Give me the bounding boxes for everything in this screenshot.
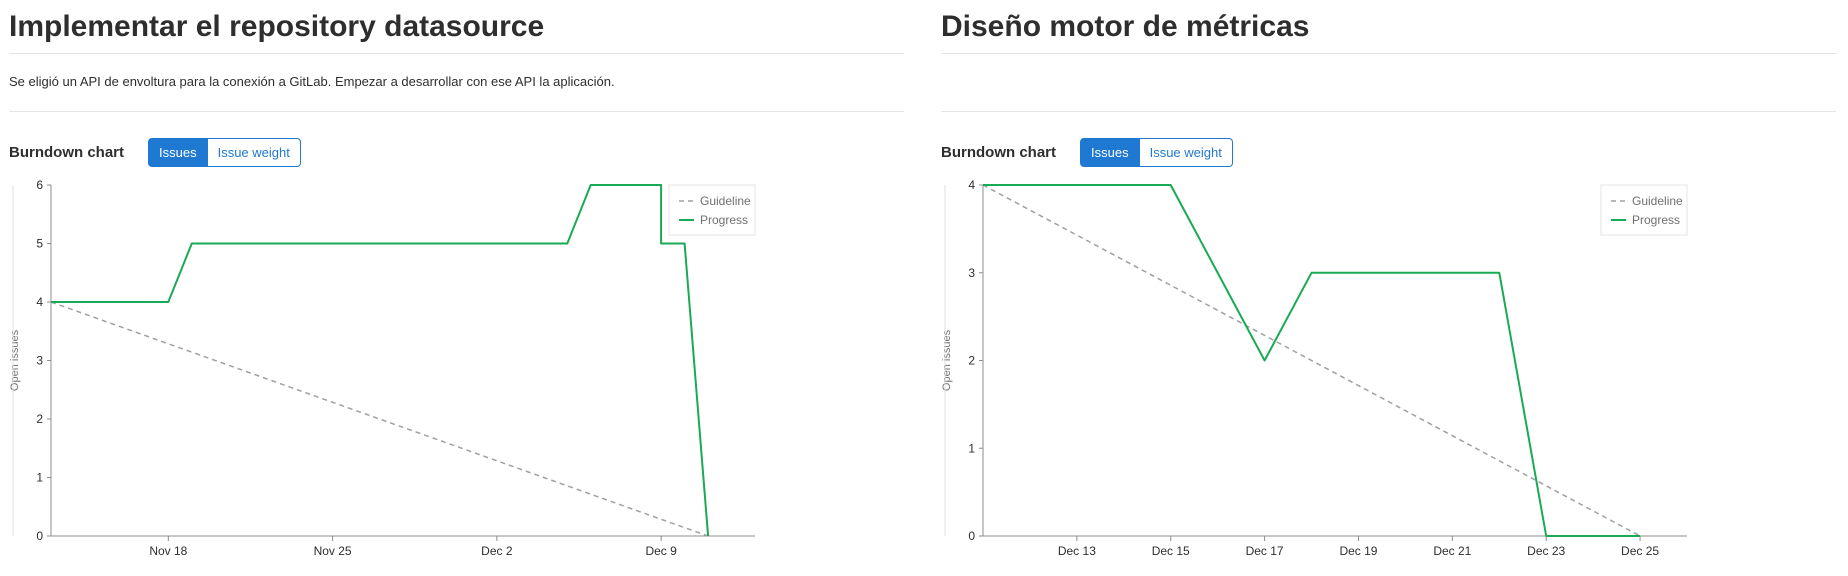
legend-entry-label: Progress: [700, 213, 748, 227]
y-tick-label: 2: [968, 354, 975, 368]
issues-toggle-button[interactable]: Issues: [148, 137, 208, 167]
title-divider: [9, 53, 904, 54]
y-tick-label: 1: [968, 441, 975, 455]
guideline-series-line: [982, 184, 1641, 537]
milestone-panel-metrics-engine: Diseño motor de métricas Burndown chart …: [941, 0, 1836, 576]
y-tick-label: 2: [36, 412, 43, 426]
milestone-panel-repository-datasource: Implementar el repository datasource Se …: [9, 0, 904, 576]
y-tick-label: 6: [36, 178, 43, 192]
y-tick-label: 5: [36, 237, 43, 251]
burndown-header: Burndown chart Issues Issue weight: [941, 137, 1233, 167]
x-tick-label: Dec 19: [1339, 544, 1377, 558]
description-divider: [941, 111, 1836, 112]
burndown-chart: Open issues 0 1 2 3 4 Dec 13 Dec 15 Dec 17 Dec 19…: [941, 178, 1688, 558]
x-tick-label: Nov 18: [149, 544, 187, 558]
y-axis-label: Open issues: [941, 329, 953, 391]
y-tick-label: 3: [968, 266, 975, 280]
guideline-series-line: [50, 301, 709, 537]
legend-entry-label: Guideline: [700, 194, 751, 208]
milestone-description: Se eligió un API de envoltura para la co…: [9, 74, 615, 89]
x-tick-label: Dec 2: [481, 544, 513, 558]
progress-series-line: [51, 184, 710, 537]
burndown-chart-label: Burndown chart: [941, 143, 1056, 161]
y-tick-label: 4: [36, 295, 43, 309]
x-tick-label: Dec 9: [645, 544, 677, 558]
burndown-chart: Open issues 0 1 2 3 4 5 6 Nov 18 Nov 25 Dec 2 Dec 9…: [9, 178, 756, 558]
x-tick-label: Dec 25: [1621, 544, 1659, 558]
burndown-mode-toggle: Issues Issue weight: [148, 137, 301, 167]
x-tick-label: Dec 23: [1527, 544, 1565, 558]
issue-weight-toggle-button[interactable]: Issue weight: [207, 137, 301, 167]
burndown-chart-label: Burndown chart: [9, 143, 124, 161]
burndown-mode-toggle: Issues Issue weight: [1080, 137, 1233, 167]
y-axis-label: Open issues: [9, 329, 21, 391]
milestone-title: Diseño motor de métricas: [941, 10, 1310, 43]
y-tick-label: 1: [36, 471, 43, 485]
issue-weight-toggle-button[interactable]: Issue weight: [1139, 137, 1233, 167]
x-tick-label: Dec 17: [1246, 544, 1284, 558]
legend-box: [668, 184, 756, 236]
legend-entry-label: Progress: [1632, 213, 1680, 227]
y-tick-label: 0: [968, 529, 975, 543]
x-tick-label: Dec 13: [1058, 544, 1096, 558]
y-tick-label: 0: [36, 529, 43, 543]
legend-entry-label: Guideline: [1632, 194, 1683, 208]
burndown-header: Burndown chart Issues Issue weight: [9, 137, 301, 167]
x-tick-label: Nov 25: [314, 544, 352, 558]
x-tick-label: Dec 15: [1152, 544, 1190, 558]
x-tick-label: Dec 21: [1433, 544, 1471, 558]
progress-series-line: [983, 184, 1641, 537]
milestone-title: Implementar el repository datasource: [9, 10, 545, 43]
issues-toggle-button[interactable]: Issues: [1080, 137, 1140, 167]
legend-box: [1600, 184, 1688, 236]
y-tick-label: 4: [968, 178, 975, 192]
y-tick-label: 3: [36, 354, 43, 368]
description-divider: [9, 111, 904, 112]
title-divider: [941, 53, 1836, 54]
